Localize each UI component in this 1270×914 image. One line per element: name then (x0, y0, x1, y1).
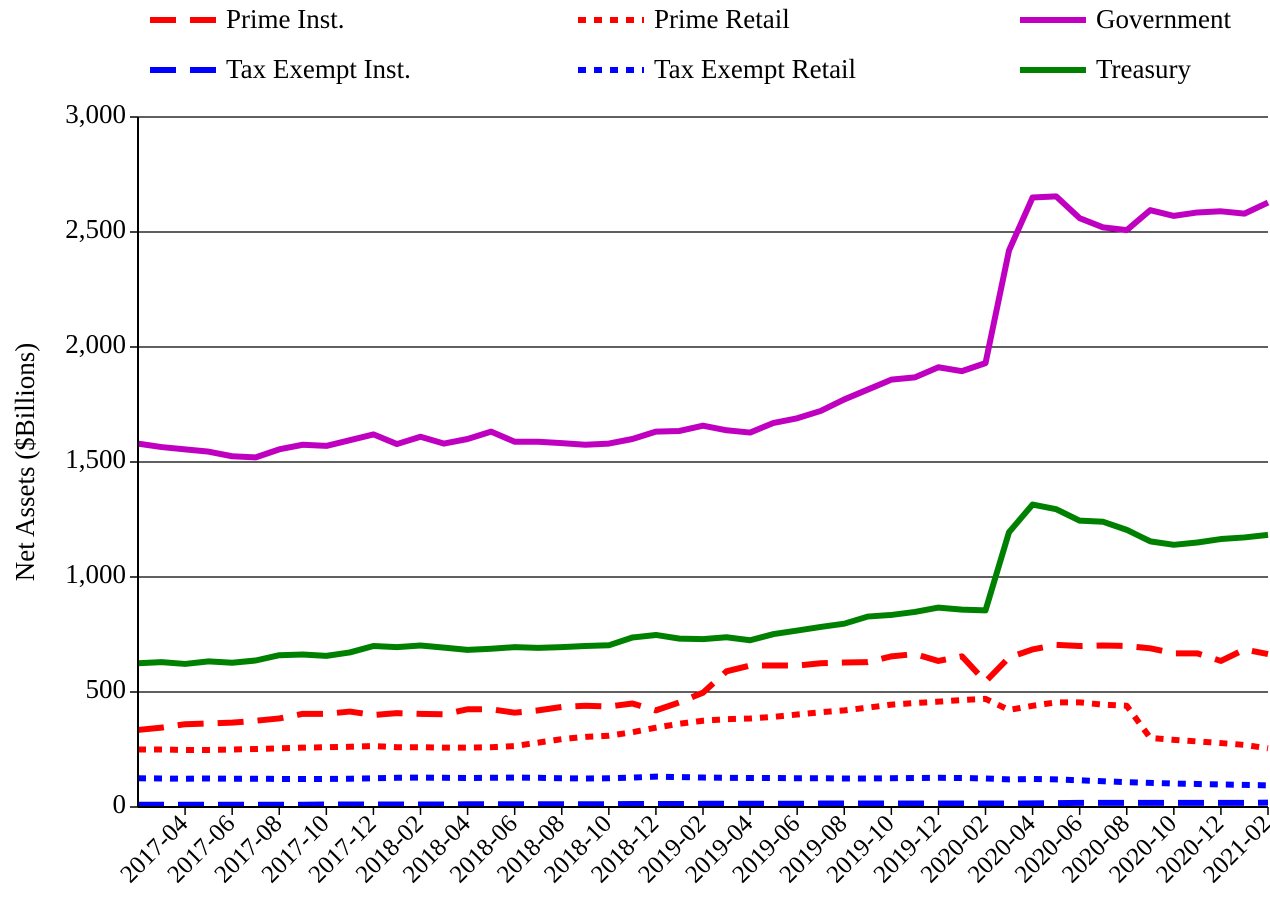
y-axis-label: Net Assets ($Billions) (10, 343, 40, 582)
y-tick-label: 2,500 (65, 214, 126, 244)
y-tick-label: 500 (86, 674, 127, 704)
legend-label: Prime Retail (654, 4, 790, 34)
legend-label: Treasury (1096, 54, 1192, 84)
y-tick-label: 0 (113, 789, 127, 819)
series-line (137, 193, 1270, 461)
legend-label: Government (1096, 4, 1231, 34)
series-line (138, 799, 1269, 808)
series-line (137, 641, 1269, 733)
series-line (137, 501, 1269, 667)
y-tick-label: 1,500 (65, 444, 126, 474)
y-tick-label: 3,000 (65, 99, 126, 129)
y-tick-label: 1,000 (65, 559, 126, 589)
legend-label: Tax Exempt Inst. (226, 54, 411, 84)
series-line (138, 695, 1269, 753)
series-line (137, 773, 1269, 789)
legend-label: Tax Exempt Retail (654, 54, 856, 84)
y-tick-label: 2,000 (65, 329, 126, 359)
legend-label: Prime Inst. (226, 4, 345, 34)
